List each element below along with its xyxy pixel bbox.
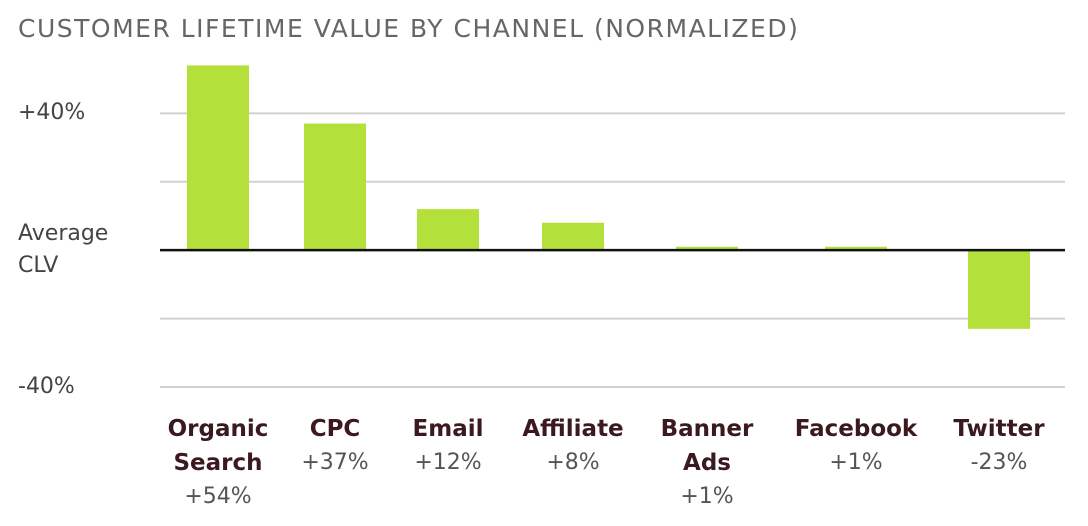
x-tick-label: Affiliate: [522, 416, 624, 442]
bar: [417, 209, 479, 251]
bar: [676, 246, 738, 251]
x-tick-label: Twitter: [953, 416, 1045, 442]
x-tick-label: CPC: [309, 416, 361, 442]
x-tick-label: Email: [412, 416, 484, 442]
value-label: +1%: [829, 450, 883, 475]
value-label: +54%: [184, 484, 252, 509]
value-label: +12%: [414, 450, 482, 475]
value-label: +1%: [680, 484, 734, 509]
bar: [825, 246, 887, 251]
category-label-group: Email +12%: [384, 412, 512, 480]
category-label-group: Affiliate +8%: [509, 412, 637, 480]
category-label-group: Facebook +1%: [792, 412, 920, 480]
category-label-group: Twitter -23%: [935, 412, 1063, 480]
x-tick-label: Banner Ads: [660, 416, 754, 476]
x-tick-label: Organic Search: [167, 416, 269, 476]
bar: [187, 65, 249, 251]
category-label-group: Organic Search +54%: [154, 412, 282, 514]
x-tick-label: Facebook: [794, 416, 918, 442]
category-label-group: CPC +37%: [271, 412, 399, 480]
bar: [968, 250, 1030, 329]
category-label-group: Banner Ads +1%: [643, 412, 771, 514]
value-label: +37%: [301, 450, 369, 475]
value-label: +8%: [546, 450, 600, 475]
bar: [542, 222, 604, 251]
value-label: -23%: [970, 450, 1028, 475]
y-tick-label: -40%: [18, 374, 75, 399]
y-tick-label: +40%: [18, 100, 86, 126]
bar: [304, 123, 366, 251]
y-tick-label: Average CLV: [18, 221, 109, 279]
chart-title: CUSTOMER LIFETIME VALUE BY CHANNEL (NORM…: [18, 14, 800, 43]
